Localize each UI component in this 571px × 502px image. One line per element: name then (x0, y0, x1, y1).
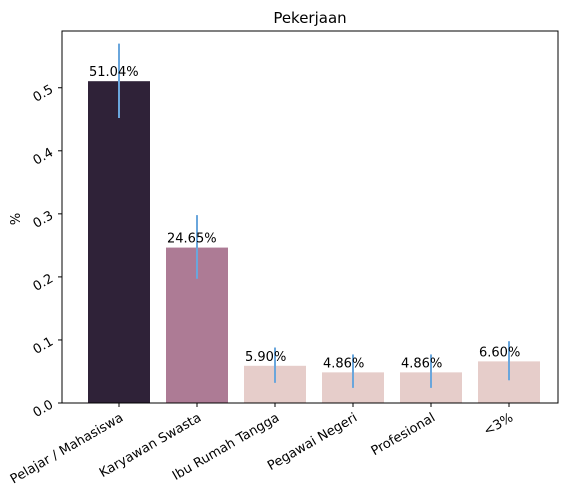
plot-area: 51.04% 24.65% 5.90% 4.86% 4.86% 6.60% (88, 44, 540, 403)
data-label: 4.86% (323, 356, 364, 371)
y-tick-label: 0.3 (31, 208, 56, 231)
data-label: 6.60% (479, 345, 520, 360)
y-tick-label: 0.5 (31, 82, 56, 105)
y-axis-label: % (9, 213, 24, 225)
data-label: 5.90% (245, 350, 286, 365)
chart-title: Pekerjaan (273, 9, 346, 27)
data-label: 4.86% (401, 356, 442, 371)
y-tick-label: 0.2 (31, 271, 56, 294)
y-axis: 0.0 0.1 0.2 0.3 0.4 0.5 (31, 82, 62, 421)
bar (88, 81, 150, 403)
y-tick-label: 0.0 (31, 397, 56, 420)
data-label: 51.04% (89, 65, 139, 80)
x-tick-label: <3% (481, 410, 516, 439)
x-tick-label: Profesional (369, 410, 438, 459)
data-label: 24.65% (167, 232, 217, 247)
y-tick-label: 0.1 (31, 334, 56, 357)
y-tick-label: 0.4 (31, 145, 56, 168)
